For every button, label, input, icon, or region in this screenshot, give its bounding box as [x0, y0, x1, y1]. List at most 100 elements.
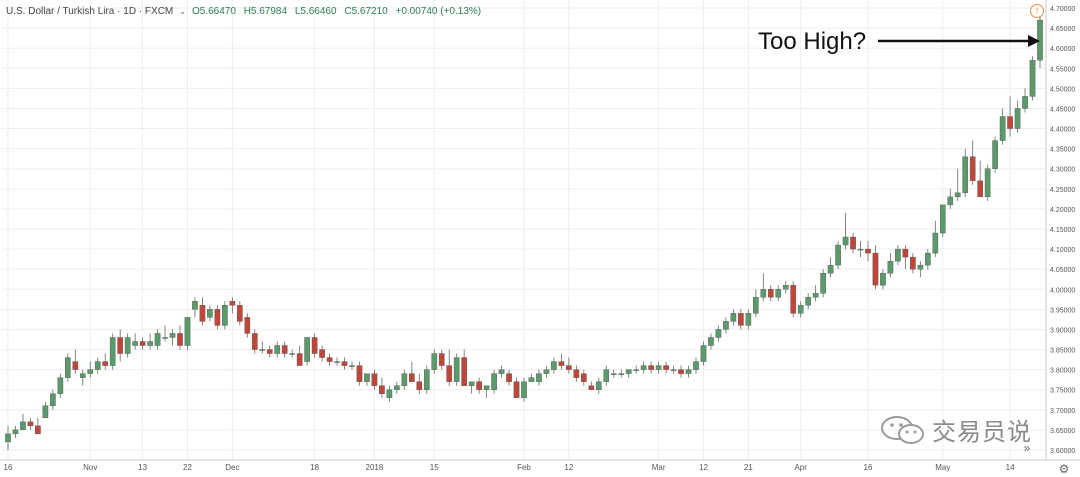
y-tick-label: 3.95000 [1050, 307, 1075, 314]
candle [281, 341, 288, 358]
candle [341, 357, 348, 370]
candle-body [12, 429, 19, 435]
candle [760, 273, 767, 302]
candle [805, 293, 811, 310]
candle [895, 245, 901, 266]
candle-body [87, 369, 94, 374]
candle-body [498, 369, 505, 374]
candle [27, 417, 34, 430]
candle [423, 365, 430, 394]
candle [693, 357, 699, 374]
candle [610, 369, 617, 378]
candle [999, 108, 1006, 145]
candle [79, 369, 86, 386]
candle [566, 357, 572, 374]
candle-body [730, 313, 737, 322]
candle [57, 373, 64, 398]
candle-body [551, 361, 557, 370]
candle [1029, 56, 1036, 101]
candle-body [588, 385, 595, 390]
candle [5, 425, 11, 450]
candle [87, 361, 94, 378]
candle [491, 369, 497, 394]
candle-body [506, 373, 512, 382]
candle-body [132, 341, 138, 346]
candle-body [27, 421, 34, 427]
x-tick-label: May [935, 463, 950, 472]
candle [738, 309, 744, 330]
candle [573, 365, 580, 382]
candle [603, 365, 610, 386]
annotation-arrow [878, 35, 1040, 47]
candle [124, 333, 131, 358]
time-axis[interactable]: 16 Nov 13 22 Dec 18 2018 15 Feb 12 Mar 12 21 Apr 16 May… [4, 463, 1016, 472]
candle [618, 369, 625, 378]
candle-body [79, 373, 86, 378]
candles [5, 16, 1043, 450]
x-tick-label: 13 [138, 463, 147, 472]
candle [640, 361, 647, 374]
candle [655, 361, 662, 374]
alert-circle-icon[interactable]: ! [1030, 4, 1044, 18]
double-chevron-right-icon[interactable]: » [1023, 441, 1031, 455]
y-tick-label: 3.75000 [1050, 388, 1075, 395]
candle [827, 257, 834, 278]
candle-body [782, 285, 789, 290]
candle [364, 373, 370, 386]
candle [139, 337, 146, 350]
candle [595, 377, 602, 394]
candle-body [835, 244, 841, 266]
candle-body [558, 361, 565, 366]
candle-body [364, 373, 370, 382]
candle-body [319, 349, 325, 358]
candle [207, 305, 213, 322]
candle [177, 325, 183, 350]
candle [775, 285, 782, 302]
chevron-down-icon[interactable]: ⌄ [179, 7, 186, 16]
candle [304, 337, 310, 366]
candle [274, 341, 281, 358]
y-tick-label: 4.65000 [1050, 26, 1075, 33]
candle-body [199, 305, 206, 322]
candle-body [880, 272, 886, 286]
candle [94, 357, 101, 374]
candle-body [865, 248, 871, 254]
price-axis[interactable]: 3.60000 3.65000 3.70000 3.75000 3.80000 3.850… [1050, 6, 1075, 455]
y-tick-label: 3.90000 [1050, 327, 1075, 334]
candle-body [147, 341, 153, 346]
candle [797, 301, 804, 318]
y-tick-label: 4.60000 [1050, 46, 1075, 53]
candle-body [72, 361, 79, 370]
candle [50, 389, 56, 410]
candle-body [954, 192, 961, 198]
candle-body [296, 353, 303, 366]
candle-body [805, 297, 811, 306]
candle-body [394, 385, 400, 390]
candle-body [311, 337, 318, 354]
candle-body [917, 264, 924, 270]
candle-body [603, 369, 610, 382]
candle-body [124, 337, 131, 354]
x-tick-label: Apr [794, 463, 807, 472]
candle [506, 369, 512, 386]
y-tick-label: 4.55000 [1050, 66, 1075, 73]
x-tick-label: Nov [83, 463, 97, 472]
candle [842, 212, 849, 250]
candle [790, 281, 797, 318]
gear-icon[interactable]: ⚙ [1058, 462, 1070, 476]
candle [513, 377, 520, 398]
candle-body [453, 357, 460, 382]
x-tick-label: 2018 [366, 463, 384, 472]
symbol-title[interactable]: U.S. Dollar / Turkish Lira · 1D · FXCM [6, 6, 174, 17]
candle [925, 249, 931, 270]
candle [222, 301, 228, 330]
candle [147, 333, 153, 350]
candle-body [259, 349, 266, 351]
candle [311, 333, 318, 358]
candle-body [745, 313, 752, 326]
y-tick-label: 3.65000 [1050, 428, 1075, 435]
candle-body [895, 248, 901, 262]
x-tick-label: Feb [517, 463, 531, 472]
candle-body [117, 337, 123, 354]
